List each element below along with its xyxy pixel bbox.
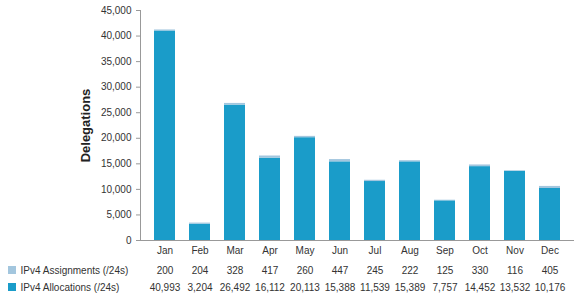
svg-text:Aug: Aug [401, 245, 419, 256]
svg-text:20,000: 20,000 [101, 132, 132, 143]
svg-text:5,000: 5,000 [106, 209, 131, 220]
svg-text:260: 260 [297, 265, 314, 276]
svg-text:35,000: 35,000 [101, 56, 132, 67]
svg-text:Sep: Sep [436, 245, 454, 256]
svg-text:116: 116 [507, 265, 523, 276]
svg-text:Mar: Mar [226, 245, 244, 256]
svg-text:Jun: Jun [332, 245, 348, 256]
svg-text:Apr: Apr [262, 245, 278, 256]
svg-text:7,757: 7,757 [432, 282, 457, 293]
svg-text:40,000: 40,000 [101, 30, 132, 41]
svg-text:45,000: 45,000 [101, 5, 132, 16]
svg-text:405: 405 [542, 265, 559, 276]
svg-text:0: 0 [126, 235, 132, 246]
svg-text:15,388: 15,388 [325, 282, 356, 293]
svg-text:Delegations: Delegations [78, 89, 93, 163]
svg-text:Feb: Feb [191, 245, 209, 256]
svg-text:204: 204 [192, 265, 209, 276]
svg-text:10,000: 10,000 [101, 184, 132, 195]
svg-text:10,176: 10,176 [535, 282, 566, 293]
svg-text:15,000: 15,000 [101, 158, 132, 169]
svg-text:Oct: Oct [472, 245, 488, 256]
svg-text:11,539: 11,539 [360, 282, 390, 293]
svg-text:13,532: 13,532 [500, 282, 531, 293]
svg-text:245: 245 [367, 265, 384, 276]
svg-text:IPv4 Assignments (/24s): IPv4 Assignments (/24s) [21, 265, 129, 276]
svg-text:14,452: 14,452 [465, 282, 496, 293]
svg-text:330: 330 [472, 265, 489, 276]
svg-text:IPv4 Allocations (/24s): IPv4 Allocations (/24s) [21, 282, 120, 293]
svg-text:26,492: 26,492 [220, 282, 251, 293]
svg-text:222: 222 [402, 265, 419, 276]
svg-text:Nov: Nov [506, 245, 524, 256]
svg-text:125: 125 [437, 265, 454, 276]
svg-text:447: 447 [332, 265, 349, 276]
svg-text:3,204: 3,204 [187, 282, 212, 293]
svg-text:Jul: Jul [369, 245, 382, 256]
svg-text:20,113: 20,113 [290, 282, 320, 293]
svg-text:15,389: 15,389 [395, 282, 426, 293]
svg-text:30,000: 30,000 [101, 81, 132, 92]
svg-text:Jan: Jan [157, 245, 173, 256]
svg-text:40,993: 40,993 [150, 282, 181, 293]
svg-text:328: 328 [227, 265, 244, 276]
svg-text:16,112: 16,112 [255, 282, 285, 293]
svg-text:May: May [296, 245, 315, 256]
svg-text:417: 417 [262, 265, 279, 276]
svg-text:25,000: 25,000 [101, 107, 132, 118]
svg-text:Dec: Dec [541, 245, 559, 256]
svg-text:200: 200 [157, 265, 174, 276]
